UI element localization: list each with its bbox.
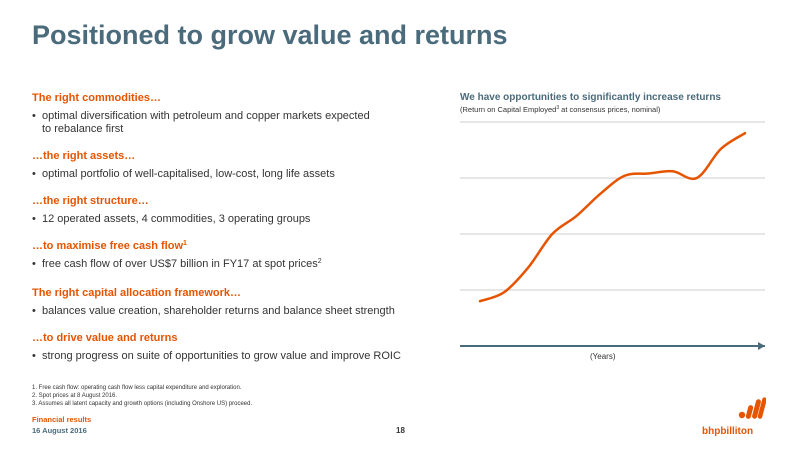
- x-axis-arrow: [758, 342, 765, 350]
- roce-line-chart: [460, 121, 765, 350]
- section-heading: …to drive value and returns: [32, 332, 178, 344]
- section-bullet: • balances value creation, shareholder re…: [32, 305, 395, 317]
- section-heading: The right commodities…: [32, 92, 161, 104]
- section-bullet: • optimal diversification with petroleum …: [32, 110, 370, 135]
- section-bullet: • optimal portfolio of well-capitalised, …: [32, 168, 335, 180]
- footnote-1: 1. Free cash flow: operating cash flow l…: [32, 385, 242, 391]
- section-bullet: • strong progress on suite of opportuniti…: [32, 350, 401, 362]
- section-heading: …the right structure…: [32, 195, 149, 207]
- bullet-dot: •: [32, 213, 36, 225]
- roce-line: [478, 131, 747, 303]
- section-bullet: • free cash flow of over US$7 billion in …: [32, 258, 322, 270]
- chart-title: We have opportunities to significantly i…: [460, 92, 721, 103]
- section-heading: …to maximise free cash flow1: [32, 240, 187, 252]
- footnote-3: 3. Assumes all latent capacity and growt…: [32, 401, 253, 407]
- section-heading: The right capital allocation framework…: [32, 287, 242, 299]
- bullet-dot: •: [32, 350, 36, 362]
- bullet-dot: •: [32, 305, 36, 317]
- bullet-dot: •: [32, 168, 36, 180]
- section-heading: …the right assets…: [32, 150, 136, 162]
- page-title: Positioned to grow value and returns: [32, 20, 508, 50]
- chart-gridlines: [460, 121, 765, 291]
- chart-subtitle: (Return on Capital Employed3 at consensu…: [460, 105, 661, 114]
- footnotes: 1. Free cash flow: operating cash flow l…: [32, 384, 252, 408]
- footer-label: Financial results: [32, 415, 92, 424]
- page-number: 18: [396, 426, 405, 435]
- section-bullet: • 12 operated assets, 4 commodities, 3 op…: [32, 213, 311, 225]
- bullet-dot: •: [32, 110, 36, 122]
- bullet-dot: •: [32, 258, 36, 270]
- bhp-logo-icon: [738, 397, 766, 419]
- footnote-2: 2. Spot prices at 8 August 2016.: [32, 393, 118, 399]
- footer-date: 16 August 2016: [32, 426, 87, 435]
- x-axis-label: (Years): [590, 352, 616, 361]
- logo-text: bhpbilliton: [702, 426, 754, 437]
